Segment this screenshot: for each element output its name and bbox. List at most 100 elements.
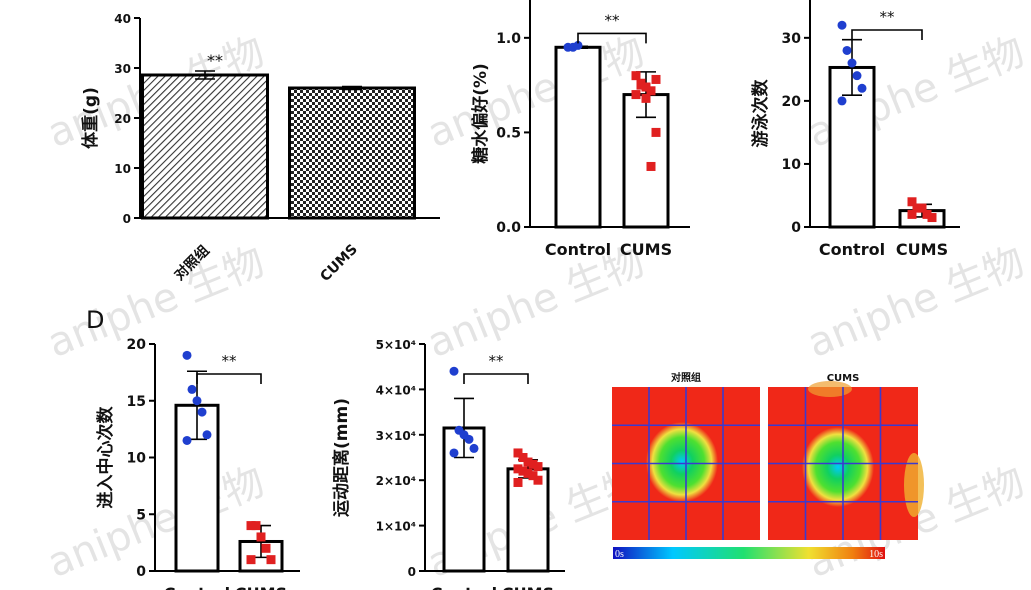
y-tick-label: 0.5	[496, 125, 521, 141]
data-point-cums	[528, 459, 538, 469]
significance-label: **	[489, 352, 505, 370]
data-point-cums	[246, 555, 256, 565]
data-point-cums	[523, 457, 533, 467]
x-tick-label: CUMS	[235, 584, 287, 590]
data-point-cums	[513, 477, 523, 487]
significance-bracket	[851, 29, 923, 40]
x-tick-label: CUMS	[896, 240, 948, 259]
chart-open-field-heatmap: 对照组 CUMS 0s 10s	[612, 371, 924, 560]
chart-center-entries: 0 5 10 15 20 进入中心次数 Control CUMS **	[95, 337, 300, 590]
data-point-control	[464, 434, 474, 444]
chart-sucrose-preference: 0.0 0.5 1.0 糖水偏好(%) Control CUMS **	[470, 0, 690, 259]
x-tick-label: Control	[164, 584, 230, 590]
data-point-cums	[513, 448, 523, 458]
x-tick-label: Control	[431, 584, 497, 590]
bar-Control	[554, 45, 602, 229]
y-tick-label: 0	[408, 565, 416, 579]
data-point-cums	[917, 203, 927, 213]
y-tick-label: 20	[127, 337, 147, 353]
heatmap-panel-title: 对照组	[671, 371, 701, 384]
y-tick-label: 20	[114, 112, 131, 126]
significance-bracket	[577, 32, 647, 44]
significance-label: **	[207, 51, 223, 70]
data-point-cums	[246, 521, 256, 531]
data-point-cums	[513, 464, 523, 474]
data-point-cums	[912, 203, 922, 213]
data-point-control	[202, 430, 212, 440]
data-point-cums	[907, 209, 917, 219]
data-point-cums	[533, 462, 543, 472]
data-point-cums	[518, 466, 528, 476]
data-point-cums	[922, 209, 932, 219]
data-point-control	[852, 71, 862, 81]
data-point-control	[182, 435, 192, 445]
data-point-control	[449, 366, 459, 376]
bar-CUMS	[288, 86, 416, 220]
y-tick-label: 4×10⁴	[376, 383, 416, 397]
y-axis-label: 糖水偏好(%)	[470, 63, 491, 164]
heatmap-hotspot	[646, 422, 718, 502]
x-tick-label: CUMS	[502, 584, 554, 590]
y-tick-label: 3×10⁴	[376, 429, 416, 443]
data-point-control	[187, 384, 197, 394]
y-tick-label: 40	[114, 12, 131, 26]
data-point-cums	[641, 93, 651, 103]
data-point-control	[182, 350, 192, 360]
y-tick-label: 20	[782, 94, 802, 110]
y-tick-label: 1.0	[496, 31, 521, 47]
data-point-cums	[636, 80, 646, 90]
heatmap-edge-spot	[904, 453, 924, 517]
data-point-cums	[261, 543, 271, 553]
y-tick-label: 2×10⁴	[376, 474, 416, 488]
data-point-cums	[907, 197, 917, 207]
chart-distance: 0 1×10⁴ 2×10⁴ 3×10⁴ 4×10⁴ 5×10⁴ 运动距离(mm) Contro…	[331, 338, 565, 590]
y-tick-label: 1×10⁴	[376, 520, 416, 534]
y-tick-label: 10	[127, 451, 147, 467]
heatmap-panel-title: CUMS	[827, 373, 860, 384]
y-tick-label: 0.0	[496, 220, 521, 236]
y-tick-label: 30	[114, 62, 131, 76]
y-tick-label: 15	[127, 394, 146, 410]
y-tick-label: 5×10⁴	[376, 338, 416, 352]
data-point-cums	[266, 555, 276, 565]
y-tick-label: 10	[114, 162, 131, 176]
heatmap-panel-1: 对照组	[612, 371, 760, 540]
y-axis-label: 运动距离(mm)	[331, 398, 352, 517]
data-point-control	[469, 443, 479, 453]
colorbar-min-label: 0s	[615, 549, 624, 560]
data-point-cums	[631, 71, 641, 81]
heatmap-panel-2: CUMS	[768, 373, 924, 540]
y-axis-label: 游泳次数	[750, 79, 771, 148]
x-tick-label: 对照组	[171, 242, 213, 284]
data-point-control	[573, 40, 583, 50]
y-tick-label: 0	[123, 212, 131, 226]
y-tick-label: 5	[136, 507, 146, 523]
x-tick-label: Control	[819, 240, 885, 259]
y-tick-label: 0	[136, 564, 146, 580]
data-point-control	[837, 96, 847, 106]
data-point-cums	[631, 90, 641, 100]
y-tick-label: 30	[782, 31, 802, 47]
chart-body-weight: 0 10 20 30 40 体重(g) 对照组 CUMS **	[80, 12, 440, 285]
data-point-control	[842, 45, 852, 55]
x-tick-label: CUMS	[317, 241, 361, 285]
x-tick-label: Control	[545, 240, 611, 259]
data-point-cums	[518, 453, 528, 462]
significance-label: **	[880, 8, 896, 26]
colorbar-max-label: 10s	[869, 549, 883, 560]
significance-label: **	[605, 11, 621, 29]
data-point-cums	[641, 82, 651, 92]
significance-bracket	[196, 373, 262, 384]
y-axis-label: 进入中心次数	[95, 406, 116, 509]
heatmap-edge-spot	[808, 381, 852, 397]
data-point-control	[449, 448, 459, 458]
data-point-cums	[528, 471, 538, 481]
heatmap-colorbar	[613, 547, 885, 559]
data-point-cums	[533, 475, 543, 485]
data-point-cums	[927, 213, 937, 223]
bar-对照组	[141, 73, 269, 220]
data-point-cums	[523, 468, 533, 478]
y-tick-label: 10	[782, 157, 802, 173]
significance-bracket	[463, 373, 529, 384]
